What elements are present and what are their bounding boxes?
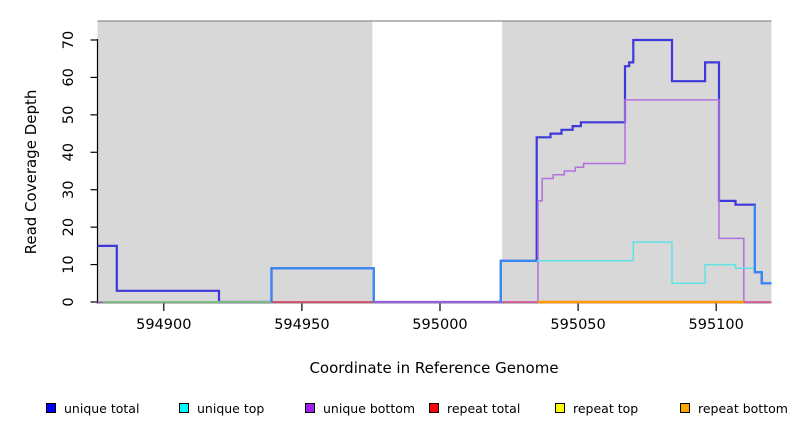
y-tick-label: 10 — [61, 255, 77, 273]
y-tick-label: 70 — [61, 31, 77, 49]
x-axis-title: Coordinate in Reference Genome — [309, 359, 559, 377]
legend-label-unique-total: unique total — [64, 400, 140, 416]
y-tick-label: 60 — [61, 68, 77, 86]
legend-label-unique-top: unique top — [197, 400, 265, 416]
legend-item-repeat-bottom: repeat bottom — [680, 398, 788, 418]
legend-swatch-unique-bottom — [305, 403, 315, 413]
legend-label-repeat-bottom: repeat bottom — [698, 400, 788, 416]
legend-label-repeat-top: repeat top — [573, 400, 639, 416]
legend: unique total unique top unique bottom repea… — [0, 398, 792, 420]
chart-canvas: 0 10 20 30 40 50 60 70 594900 594950 595000 595050 5… — [61, 20, 772, 333]
shaded-region-0 — [97, 21, 373, 304]
legend-item-unique-bottom: unique bottom — [305, 398, 415, 418]
series-unique-bottom — [97, 99, 772, 303]
legend-item-unique-total: unique total — [46, 398, 139, 418]
legend-item-repeat-total: repeat total — [429, 398, 520, 418]
series-total-top-overlap-b — [499, 259, 537, 302]
x-tick-label: 594900 — [136, 317, 191, 333]
x-tick-label: 595000 — [412, 317, 467, 333]
x-tick-label: 595050 — [550, 317, 605, 333]
y-tick-label: 0 — [61, 297, 77, 306]
legend-swatch-unique-top — [179, 403, 189, 413]
legend-item-repeat-top: repeat top — [555, 398, 638, 418]
legend-label-unique-bottom: unique bottom — [323, 400, 416, 416]
legend-swatch-repeat-top — [555, 403, 565, 413]
y-tick-label: 40 — [61, 143, 77, 161]
x-tick-label: 594950 — [274, 317, 329, 333]
y-tick-label: 50 — [61, 106, 77, 124]
y-tick-label: 30 — [61, 180, 77, 198]
legend-swatch-repeat-bottom — [680, 403, 690, 413]
legend-item-unique-top: unique top — [179, 398, 264, 418]
shaded-region-1 — [502, 21, 772, 304]
y-tick-label: 20 — [61, 218, 77, 236]
legend-swatch-unique-total — [46, 403, 56, 413]
series-total-top-overlap-c — [753, 204, 772, 285]
legend-swatch-repeat-total — [429, 403, 439, 413]
x-tick-label: 595100 — [689, 317, 744, 333]
series-total-top-overlap-a — [270, 267, 375, 302]
y-axis-title: Read Coverage Depth — [22, 89, 40, 255]
legend-label-repeat-total: repeat total — [447, 400, 521, 416]
